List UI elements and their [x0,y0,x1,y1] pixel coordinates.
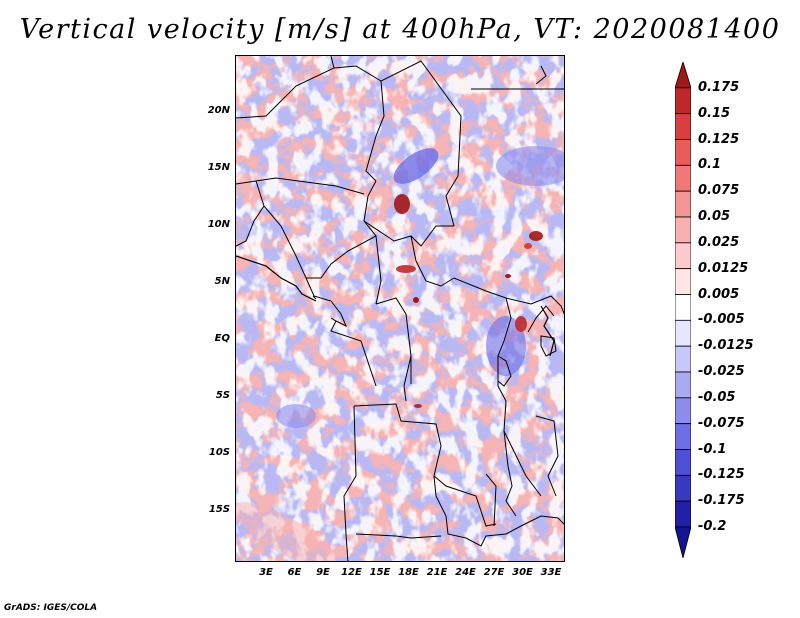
country-borders [236,56,564,561]
velocity-field [236,56,564,561]
lon-label: 18E [398,567,419,578]
colorbar-segment [675,268,691,295]
lon-label: 24E [455,567,476,578]
lon-label: 9E [316,567,330,578]
colorbar-label: 0.15 [698,105,731,121]
lon-label: 6E [287,567,302,578]
colorbar [675,62,691,558]
colorbar-segment [675,449,691,476]
colorbar-label: -0.005 [698,312,745,328]
grads-credit: GrADS: IGES/COLA [4,603,98,613]
colorbar-segment [675,526,691,558]
colorbar-label: -0.0125 [698,338,754,354]
colorbar-segment [675,62,691,89]
colorbar-label: 0.075 [698,183,740,199]
lon-label: 15E [369,567,391,578]
lon-label: 12E [341,567,362,578]
lat-label: 10N [207,219,230,230]
map-plot-area [235,55,565,562]
lat-label: 5S [215,390,230,401]
colorbar-segment [675,190,691,218]
lon-label: 30E [512,567,533,578]
coastline-detail [236,255,555,357]
colorbar-segment [675,345,691,373]
colorbar-label: 0.025 [698,234,740,250]
colorbar-label: 0.125 [698,131,740,147]
colorbar-label: -0.125 [698,467,745,483]
strong-downdraft-patches [276,146,564,428]
colorbar-label: 0.1 [698,157,722,173]
colorbar-label: 0.05 [698,209,731,224]
lat-label: EQ [214,333,230,344]
colorbar-segment [675,294,691,321]
colorbar-label: -0.025 [698,364,745,379]
colorbar-segment [675,474,691,502]
colorbar-label: -0.075 [698,415,745,431]
colorbar-label: -0.2 [698,519,727,534]
colorbar-label: 0.0125 [698,260,749,276]
lat-label: 5N [214,276,230,287]
lon-label: 33E [540,567,562,578]
colorbar-segment [675,397,691,425]
colorbar-segment [675,87,691,115]
lat-label: 10S [208,447,230,458]
lat-label: 15S [208,504,230,515]
colorbar-label: -0.05 [698,389,736,405]
colorbar-label: -0.175 [698,493,745,509]
lat-label: 15N [207,162,230,173]
colorbar-segment [675,139,691,166]
strong-updraft-patches [236,194,543,561]
lat-label: 20N [207,105,230,116]
colorbar-label: 0.175 [698,79,740,95]
colorbar-segment [675,164,691,192]
colorbar-segment [675,113,691,140]
colorbar-label: 0.005 [698,286,740,302]
field-neutral [236,56,564,561]
colorbar-label: -0.1 [698,441,727,457]
colorbar-segment [675,423,691,450]
colorbar-segment [675,242,691,270]
colorbar-segment [675,319,691,347]
plot-title: Vertical velocity [m/s] at 400hPa, VT: 2… [19,14,781,45]
colorbar-segment [675,216,691,244]
colorbar-segment [675,500,691,528]
lon-label: 3E [259,567,273,578]
lon-label: 21E [426,567,448,578]
lon-label: 27E [483,567,505,578]
colorbar-segment [675,371,691,399]
